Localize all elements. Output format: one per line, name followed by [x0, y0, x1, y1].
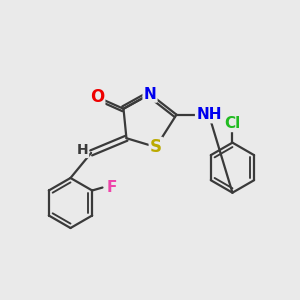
Text: S: S — [150, 138, 162, 156]
Text: N: N — [144, 87, 156, 102]
Text: Cl: Cl — [224, 116, 241, 131]
Text: NH: NH — [196, 107, 222, 122]
Text: F: F — [106, 180, 116, 195]
Text: O: O — [90, 88, 104, 106]
Text: H: H — [76, 143, 88, 157]
